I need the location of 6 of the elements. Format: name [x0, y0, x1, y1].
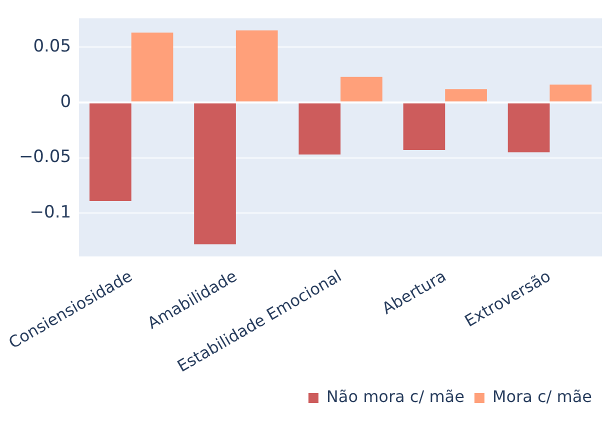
legend-label: Mora c/ mãe: [492, 387, 592, 406]
y-tick-label: −0.05: [18, 147, 72, 168]
y-tick-label: 0.05: [33, 36, 72, 56]
legend-label: Não mora c/ mãe: [326, 387, 464, 406]
y-tick-label: −0.1: [30, 202, 72, 223]
y-tick-label: 0: [60, 92, 72, 112]
